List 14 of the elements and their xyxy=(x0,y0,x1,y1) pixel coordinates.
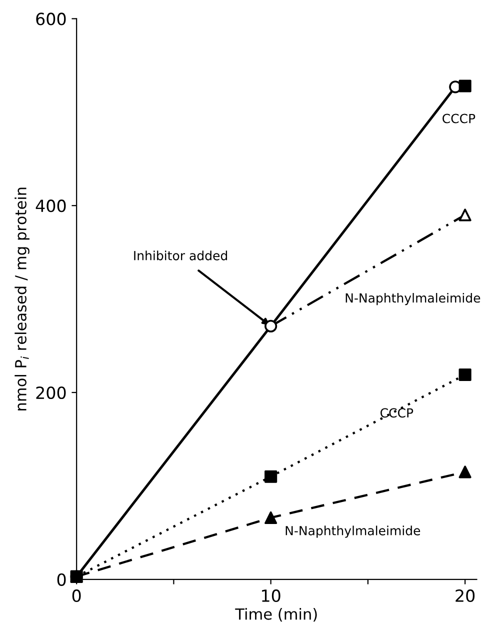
y-tick-label: 200 xyxy=(36,386,66,400)
annotation: N-Naphthylmaleimide xyxy=(346,292,480,306)
annotation: CCCP xyxy=(380,408,414,418)
y-axis-title: nmol P$_{i}$ released / mg protein xyxy=(14,188,30,410)
annotation: Inhibitor added xyxy=(134,250,228,260)
y-tick-label: 400 xyxy=(36,200,66,212)
annotation: CCCP xyxy=(442,114,476,124)
x-tick-label: 20 xyxy=(456,589,475,602)
y-tick-label: 600 xyxy=(36,12,66,26)
x-tick-label: 0 xyxy=(72,589,81,602)
x-tick-label: 10 xyxy=(262,589,280,602)
y-tick-label: 0 xyxy=(57,573,66,586)
x-axis-title: Time (min) xyxy=(235,608,317,622)
annotation: N-Naphthylmaleimide xyxy=(286,526,420,538)
